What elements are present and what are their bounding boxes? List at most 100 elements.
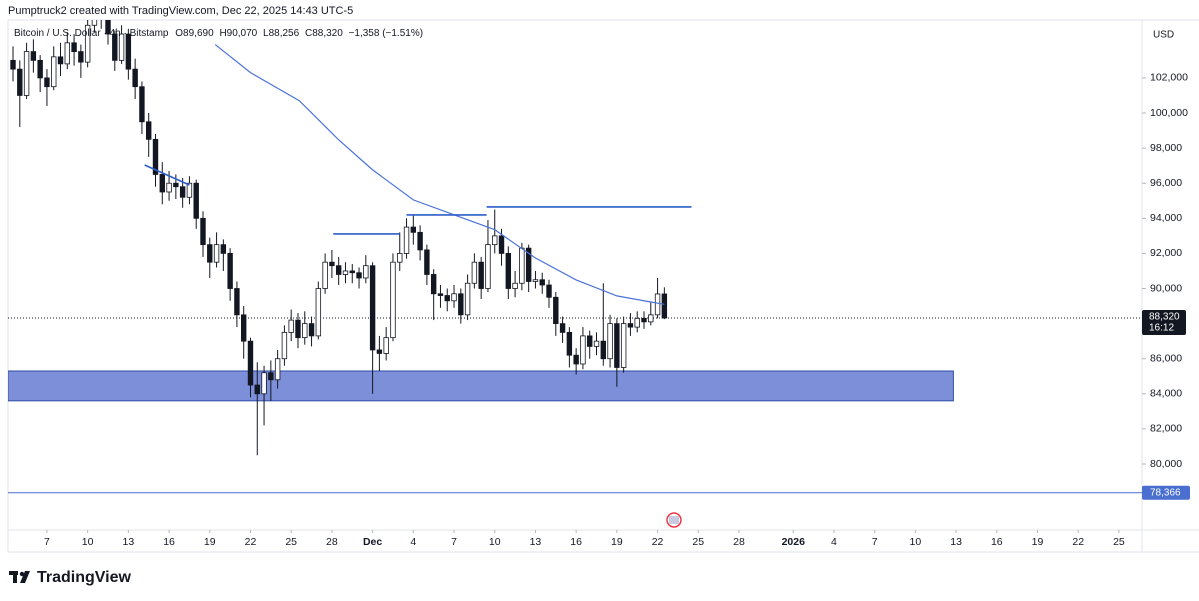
candle-body	[363, 265, 369, 279]
plot	[8, 20, 1142, 494]
candle-body	[30, 51, 37, 61]
candle-body	[57, 56, 64, 65]
level-label: 78,366	[1150, 487, 1181, 498]
candle-body	[620, 323, 627, 368]
candle-body	[146, 121, 152, 140]
x-tick-label: 10	[910, 536, 922, 548]
logo: TradingView	[9, 569, 132, 586]
x-tick-label: 19	[204, 536, 216, 548]
candle-body	[648, 314, 654, 323]
candle-body	[566, 331, 573, 356]
candle-body	[17, 68, 23, 96]
x-tick-label: 28	[326, 536, 338, 548]
x-tick-label: 10	[82, 536, 94, 548]
y-tick-label: 84,000	[1150, 388, 1182, 400]
x-tick-label: 22	[652, 536, 664, 548]
legend-low: L88,256	[263, 28, 300, 39]
y-tick-label: 94,000	[1150, 212, 1182, 224]
candle-body	[641, 317, 647, 323]
candle-body	[112, 33, 118, 61]
y-tick-label: 98,000	[1150, 142, 1182, 154]
candle-body	[44, 77, 50, 88]
candle-body	[200, 217, 206, 246]
candle-body	[37, 59, 43, 79]
candle-body	[525, 247, 532, 282]
candle-body	[492, 235, 498, 246]
x-tick-label: 13	[950, 536, 962, 548]
candle-body	[424, 249, 430, 275]
candle-body	[247, 340, 254, 386]
legend: Bitcoin / U.S. Dollar · 4h · Bitstamp O8…	[14, 28, 423, 39]
candle-body	[471, 261, 478, 284]
candle-body	[51, 56, 57, 88]
candle-body	[437, 293, 444, 296]
y-tick-label: 100,000	[1150, 107, 1188, 119]
y-tick-label: 102,000	[1150, 72, 1188, 84]
candle-body	[444, 295, 450, 302]
candle-body	[10, 59, 16, 70]
legend-symbol: Bitcoin / U.S. Dollar · 4h · Bitstamp	[14, 28, 169, 39]
candle-body	[417, 231, 423, 251]
candle-body	[118, 33, 125, 61]
x-tick-label: 25	[285, 536, 297, 548]
candle-body	[559, 323, 566, 333]
x-tick-label: 19	[1032, 536, 1044, 548]
candle-body	[458, 293, 464, 316]
level-badge	[1142, 485, 1190, 500]
candle-body	[512, 282, 518, 289]
candle-body	[315, 288, 322, 337]
candle-body	[593, 340, 600, 347]
y-tick-label: 90,000	[1150, 282, 1182, 294]
candle-body	[71, 42, 77, 52]
candle-body	[288, 319, 294, 333]
candle-body	[451, 293, 457, 302]
candle-body	[607, 323, 613, 360]
x-tick-label: 7	[44, 536, 50, 548]
x-tick-label: 25	[1113, 536, 1125, 548]
x-tick-label: Dec	[363, 536, 382, 548]
x-tick-label: 16	[570, 536, 582, 548]
legend-open: O89,690	[175, 28, 214, 39]
candle-body	[213, 244, 220, 263]
candle-body	[553, 296, 559, 325]
y-tick-label: 82,000	[1150, 423, 1182, 435]
x-tick-label: 4	[410, 536, 416, 548]
x-tick-label: 22	[245, 536, 257, 548]
candle-body	[634, 317, 640, 328]
candle-body	[661, 293, 668, 319]
candle-body	[580, 335, 586, 365]
y-tick-label: 80,000	[1150, 458, 1182, 470]
drawn-line	[144, 164, 190, 186]
candle-body	[403, 226, 410, 254]
event-icon	[666, 512, 682, 528]
x-tick-label: 16	[991, 536, 1003, 548]
y-tick-label: 92,000	[1150, 247, 1182, 259]
x-tick-label: 19	[611, 536, 623, 548]
support-zone	[8, 370, 954, 402]
candle-body	[179, 186, 186, 198]
candle-body	[498, 235, 505, 254]
candle-body	[207, 244, 213, 263]
candle-body	[125, 33, 132, 70]
candle-body	[654, 293, 661, 316]
candle-body	[268, 372, 274, 381]
y-tick-label: 96,000	[1150, 177, 1182, 189]
currency: USD	[1153, 30, 1174, 41]
candle-body	[78, 51, 84, 63]
event-flag	[669, 516, 679, 524]
logo-dot	[19, 571, 25, 577]
candle-body	[546, 284, 552, 298]
header: Pumptruck2 created with TradingView.com,…	[8, 5, 353, 17]
candle-body	[159, 174, 165, 193]
candle-body	[539, 279, 545, 286]
candle-body	[614, 323, 620, 368]
brand: TradingView	[37, 569, 132, 586]
candle-body	[397, 253, 403, 263]
candle-body	[356, 272, 362, 279]
candle-body	[274, 358, 281, 381]
candle-body	[532, 279, 539, 282]
candle-body	[139, 86, 145, 123]
candle-body	[410, 226, 417, 233]
candle-body	[241, 314, 247, 342]
